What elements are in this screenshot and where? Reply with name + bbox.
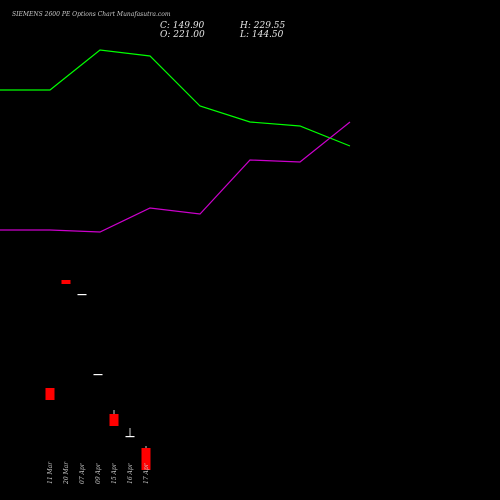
candle	[61, 280, 71, 284]
indicator-line-1	[0, 49, 351, 147]
low-value: L: 144.50	[240, 30, 284, 40]
close-value: C: 149.90	[160, 21, 205, 31]
candle	[141, 446, 151, 470]
x-tick-label: 07 Apr	[79, 462, 86, 484]
x-tick-label: 20 Mar	[63, 461, 70, 485]
chart-title: SIEMENS 2600 PE Options Chart Munafasutr…	[12, 11, 171, 18]
high-value: H: 229.55	[240, 21, 286, 31]
x-tick-label: 16 Apr	[127, 462, 134, 484]
x-tick-label: 09 Apr	[95, 462, 102, 484]
candle	[45, 388, 55, 400]
indicator-lines	[0, 49, 351, 233]
candle-body	[77, 294, 87, 296]
candle	[93, 374, 103, 376]
open-value: O: 221.00	[160, 30, 205, 40]
candle-body	[125, 436, 135, 438]
candle	[125, 428, 135, 438]
candle-body	[61, 280, 71, 284]
candle-body	[109, 414, 119, 426]
candle-body	[45, 388, 55, 400]
candle-body	[141, 448, 151, 470]
candles	[45, 280, 151, 470]
x-axis-labels: 11 Mar 20 Mar 07 Apr 09 Apr 15 Apr 16 Apr 17 A…	[47, 461, 150, 485]
candle	[77, 294, 87, 296]
x-tick-label: 17 Apr	[143, 462, 150, 484]
candle-body	[93, 374, 103, 376]
candle	[109, 410, 119, 426]
x-tick-label: 15 Apr	[111, 462, 118, 484]
x-tick-label: 11 Mar	[47, 461, 54, 484]
indicator-line-2	[0, 121, 351, 233]
